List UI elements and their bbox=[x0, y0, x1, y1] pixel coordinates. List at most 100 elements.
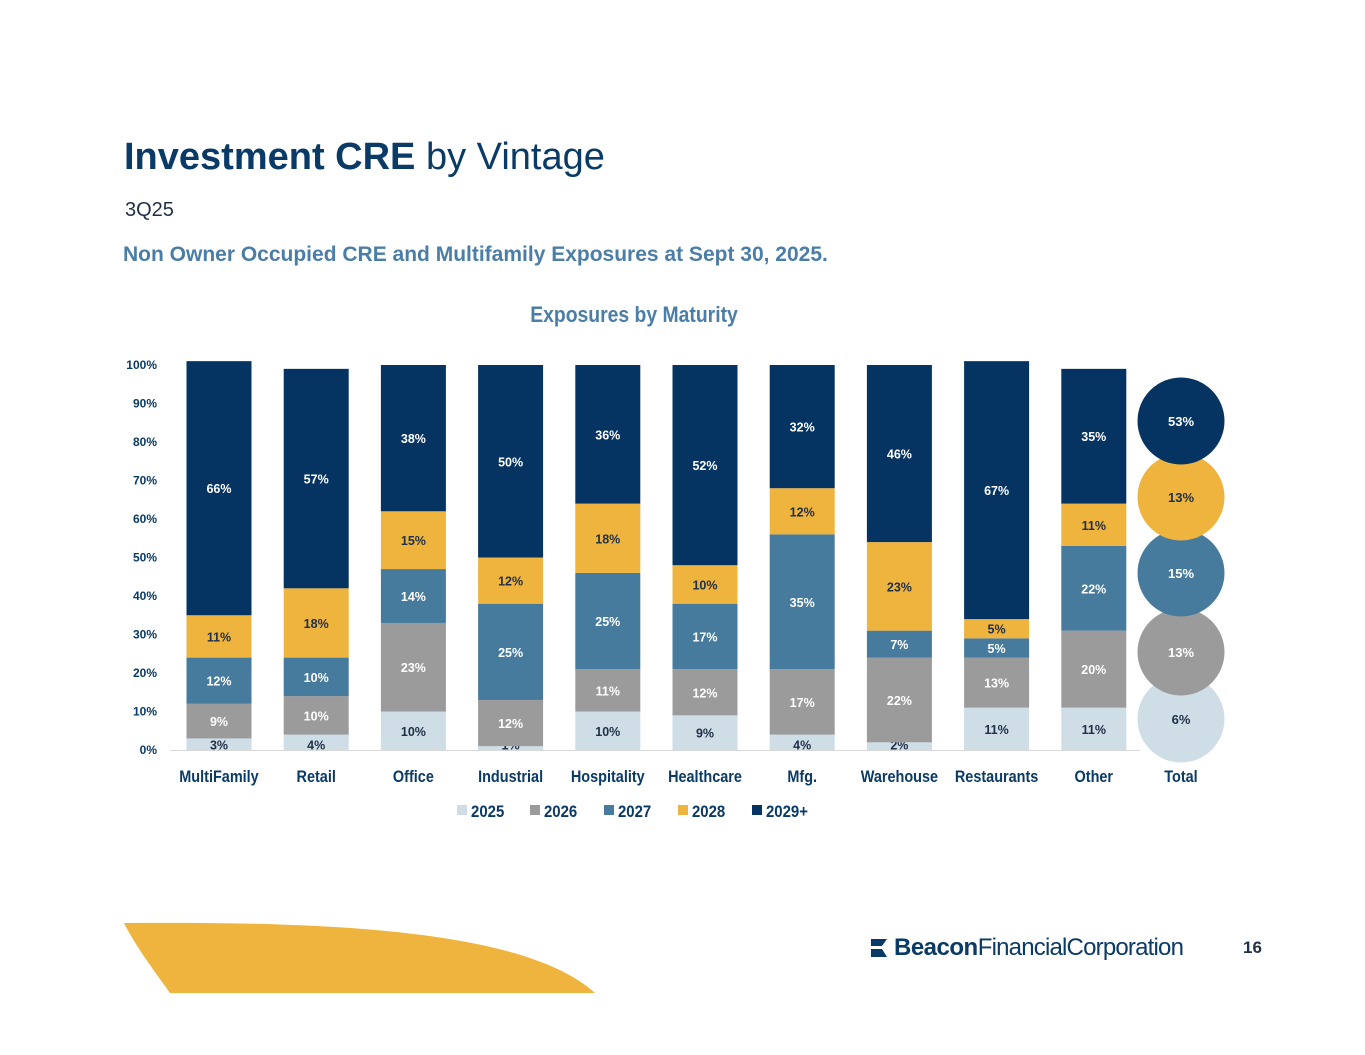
bar-segment bbox=[575, 503, 641, 573]
bar-segment bbox=[672, 565, 738, 604]
bar-data-label: 35% bbox=[790, 596, 815, 610]
y-tick-label: 10% bbox=[133, 705, 157, 719]
x-tick-label: Warehouse bbox=[861, 768, 939, 786]
bar-data-label: 10% bbox=[304, 709, 329, 723]
legend-swatch bbox=[530, 805, 540, 815]
bar-data-label: 50% bbox=[498, 455, 523, 469]
x-tick-label: Other bbox=[1075, 768, 1114, 786]
bar-data-label: 10% bbox=[304, 671, 329, 685]
x-tick-label: Office bbox=[393, 768, 434, 786]
y-tick-label: 0% bbox=[140, 743, 158, 757]
bar-data-label: 15% bbox=[401, 534, 426, 548]
bar-data-label: 10% bbox=[595, 725, 620, 739]
x-tick-label: Healthcare bbox=[668, 768, 742, 786]
bar-data-label: 23% bbox=[401, 661, 426, 675]
bar-data-label: 11% bbox=[1082, 519, 1106, 533]
legend-label: 2025 bbox=[471, 803, 504, 821]
bar-segment bbox=[672, 715, 738, 750]
bar-data-label: 5% bbox=[988, 642, 1006, 656]
total-circle bbox=[1137, 608, 1225, 696]
bar-segment bbox=[380, 365, 446, 512]
bar-data-label: 13% bbox=[984, 677, 1009, 691]
bar-data-label: 10% bbox=[692, 578, 717, 592]
bar-segment bbox=[283, 368, 349, 589]
bar-segment bbox=[575, 711, 641, 750]
bar-data-label: 4% bbox=[307, 739, 325, 753]
bar-data-label: 12% bbox=[692, 686, 717, 700]
bar-data-label: 11% bbox=[207, 630, 231, 644]
bar-data-label: 3% bbox=[210, 739, 228, 753]
bar-data-label: 10% bbox=[401, 725, 426, 739]
x-tick-label: Industrial bbox=[478, 768, 543, 786]
bar-segment bbox=[380, 711, 446, 750]
total-data-label: 13% bbox=[1168, 490, 1194, 505]
legend-label: 2027 bbox=[618, 803, 651, 821]
y-tick-label: 40% bbox=[133, 589, 157, 603]
exposures-chart: Exposures by Maturity 0% 10% 20% 30% 40% 50% 60… bbox=[126, 303, 1225, 821]
bar-data-label: 17% bbox=[790, 696, 815, 710]
x-tick-label: MultiFamily bbox=[179, 768, 259, 786]
bar-data-label: 52% bbox=[692, 459, 717, 473]
swoosh-shape bbox=[124, 922, 595, 993]
bar-segment bbox=[964, 707, 1030, 750]
y-tick-label: 80% bbox=[133, 435, 157, 449]
bar-segment bbox=[964, 619, 1030, 639]
chart-title: Exposures by Maturity bbox=[530, 303, 738, 327]
logo-bold: Beacon bbox=[894, 934, 978, 961]
bar-data-label: 46% bbox=[887, 448, 912, 462]
bar-data-label: 12% bbox=[206, 675, 231, 689]
bar-segment bbox=[283, 657, 349, 697]
bar-data-label: 11% bbox=[596, 684, 620, 698]
bar-data-label: 38% bbox=[401, 432, 426, 446]
bar-segment bbox=[186, 657, 252, 704]
bar-segment bbox=[866, 742, 932, 750]
bar-data-label: 22% bbox=[887, 694, 912, 708]
total-data-label: 15% bbox=[1168, 566, 1194, 581]
y-tick-label: 50% bbox=[133, 551, 157, 565]
bar-segment bbox=[769, 669, 835, 735]
bar-data-label: 9% bbox=[210, 715, 228, 729]
page-title: Investment CRE by Vintage bbox=[124, 136, 605, 179]
bar-data-label: 11% bbox=[1082, 723, 1106, 737]
bar-data-label: 22% bbox=[1081, 582, 1106, 596]
x-tick-label: Hospitality bbox=[571, 768, 645, 786]
y-tick-label: 60% bbox=[133, 512, 157, 526]
bar-segment bbox=[575, 572, 641, 670]
bar-data-label: 5% bbox=[988, 623, 1006, 637]
title-bold: Investment CRE bbox=[124, 136, 416, 178]
bar-segment bbox=[672, 669, 738, 716]
bar-segment bbox=[866, 365, 932, 543]
bar-segment bbox=[1061, 368, 1127, 504]
x-tick-label: Mfg. bbox=[787, 768, 817, 786]
bar-data-label: 25% bbox=[595, 615, 620, 629]
total-circle bbox=[1137, 675, 1225, 763]
bar-data-label: 7% bbox=[890, 638, 908, 652]
bar-data-label: 18% bbox=[595, 532, 620, 546]
decorative-swoosh bbox=[124, 922, 595, 993]
total-circle bbox=[1137, 529, 1225, 617]
bar-segment bbox=[866, 657, 932, 743]
bar-data-label: 20% bbox=[1081, 663, 1106, 677]
bar-segment bbox=[575, 669, 641, 712]
bar-segment bbox=[478, 557, 544, 604]
page-number: 16 bbox=[1243, 938, 1262, 957]
bar-segment bbox=[964, 657, 1030, 708]
bar-segment bbox=[283, 588, 349, 658]
x-tick-label-total: Total bbox=[1164, 768, 1197, 786]
title-rest: by Vintage bbox=[425, 136, 605, 178]
bar-segment bbox=[186, 361, 252, 616]
legend-label: 2026 bbox=[544, 803, 577, 821]
bar-segment bbox=[380, 511, 446, 570]
beacon-mark-icon bbox=[871, 939, 887, 957]
y-tick-label: 90% bbox=[133, 397, 157, 411]
bar-segment bbox=[672, 603, 738, 670]
y-tick-label: 30% bbox=[133, 628, 157, 642]
total-circle bbox=[1137, 377, 1225, 465]
total-data-label: 53% bbox=[1168, 414, 1194, 429]
bar-segment bbox=[964, 638, 1030, 658]
bar-data-label: 23% bbox=[887, 580, 912, 594]
bar-data-label: 12% bbox=[498, 575, 523, 589]
bar-segment bbox=[769, 365, 835, 489]
bar-segment bbox=[769, 488, 835, 535]
bar-data-label: 12% bbox=[498, 717, 523, 731]
